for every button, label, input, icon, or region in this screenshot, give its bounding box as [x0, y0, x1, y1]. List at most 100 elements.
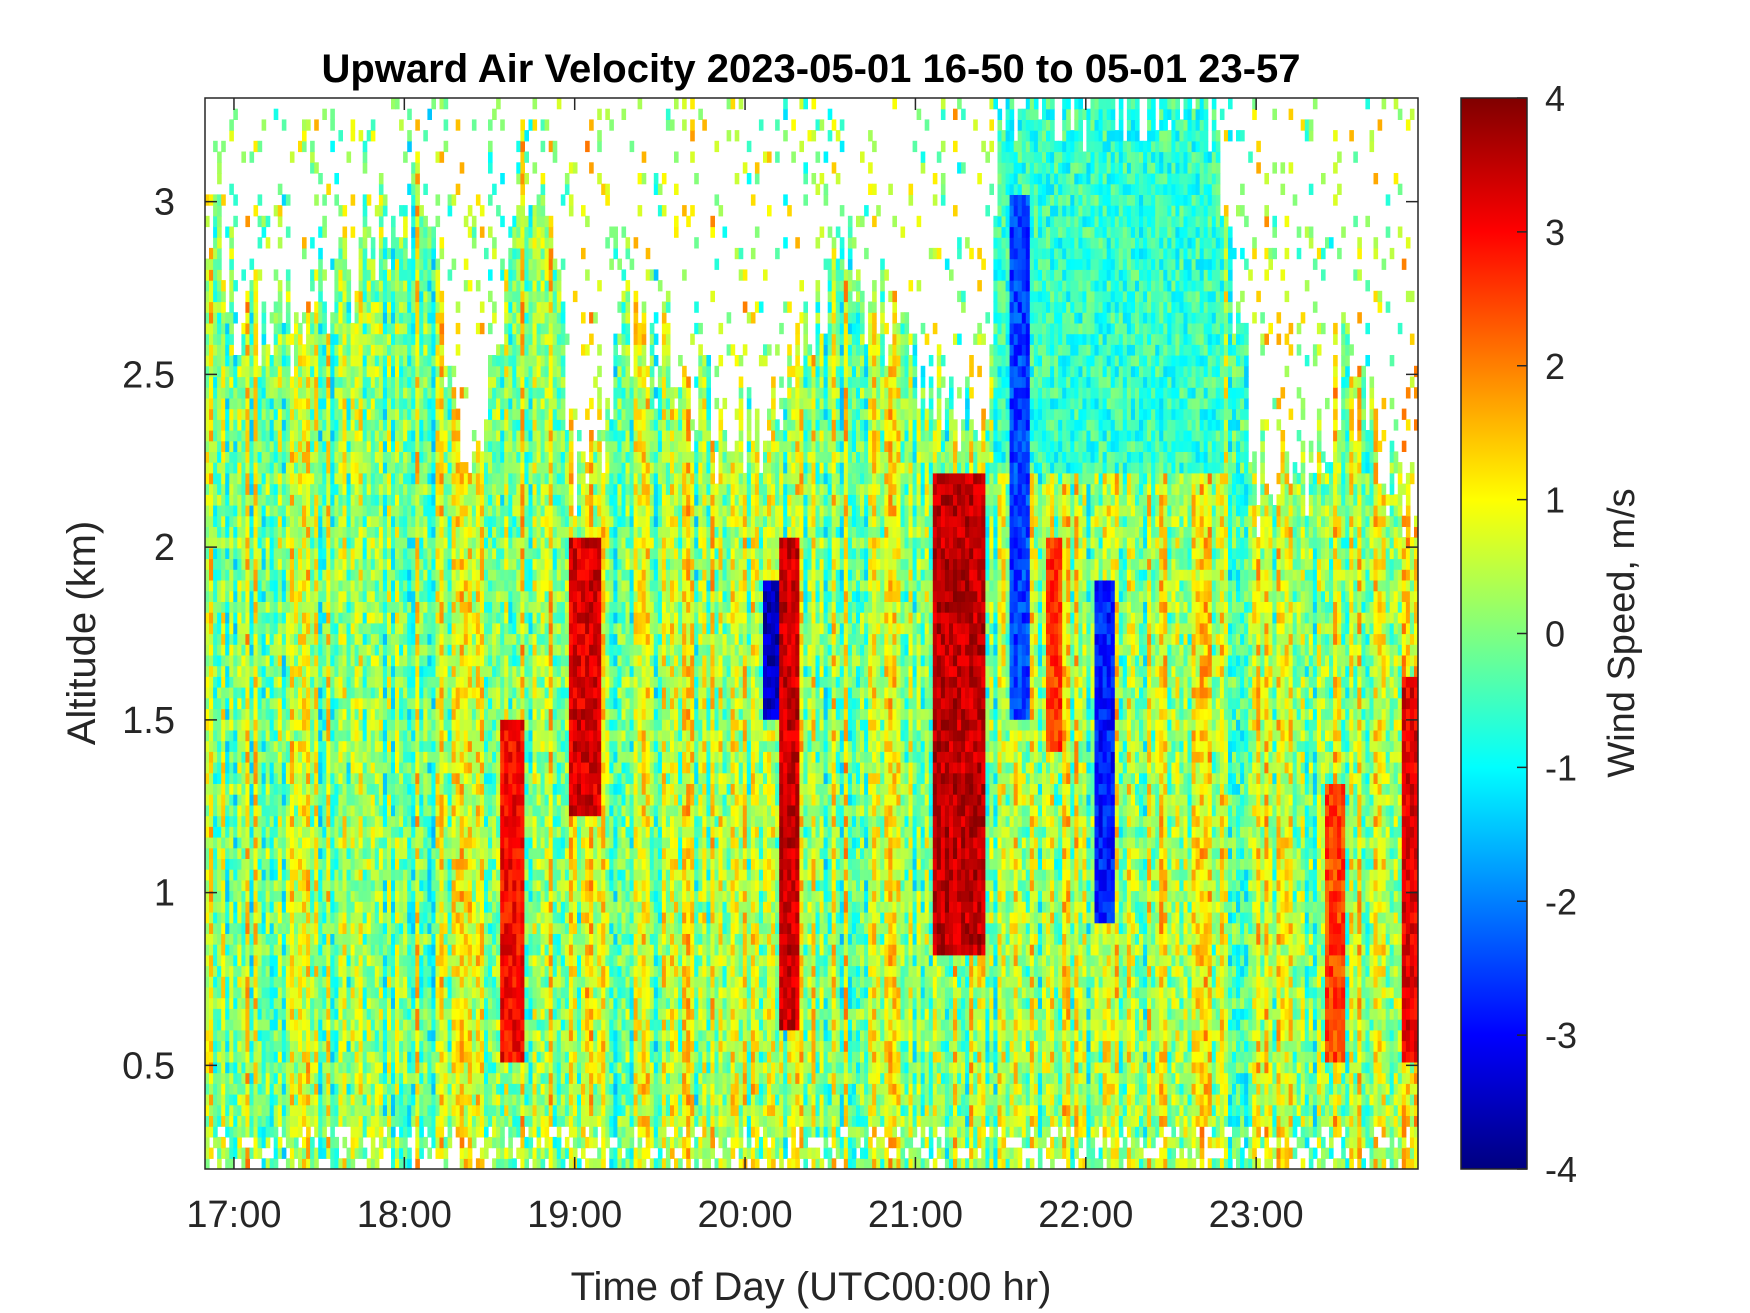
heatmap-cell — [209, 644, 214, 655]
heatmap-cell — [403, 666, 408, 677]
heatmap-cell — [411, 312, 416, 323]
heatmap-cell — [407, 462, 412, 473]
heatmap-cell — [403, 462, 408, 473]
heatmap-cell — [330, 387, 335, 398]
heatmap-cell — [431, 933, 436, 944]
heatmap-cell — [330, 880, 335, 891]
heatmap-cell — [266, 612, 271, 623]
heatmap-cell — [399, 869, 404, 880]
heatmap-cell — [262, 1094, 267, 1105]
heatmap-cell — [343, 805, 348, 816]
heatmap-cell — [258, 869, 263, 880]
heatmap-cell — [343, 676, 348, 687]
heatmap-cell — [250, 816, 255, 827]
heatmap-cell — [391, 237, 396, 248]
heatmap-cell — [282, 751, 287, 762]
heatmap-cell — [436, 869, 441, 880]
heatmap-cell — [262, 816, 267, 827]
heatmap-cell — [423, 623, 428, 634]
heatmap-cell — [431, 1073, 436, 1084]
heatmap-cell — [326, 762, 331, 773]
heatmap-cell — [411, 933, 416, 944]
heatmap-cell — [306, 719, 311, 730]
heatmap-cell — [213, 302, 218, 313]
heatmap-cell — [306, 505, 311, 516]
heatmap-cell — [217, 387, 222, 398]
heatmap-cell — [395, 1008, 400, 1019]
heatmap-cell — [379, 227, 384, 238]
heatmap-cell — [395, 848, 400, 859]
heatmap-cell — [351, 741, 356, 752]
heatmap-cell — [233, 666, 238, 677]
heatmap-cell — [375, 987, 380, 998]
heatmap-cell — [403, 494, 408, 505]
heatmap-cell — [387, 858, 392, 869]
heatmap-cell — [334, 891, 339, 902]
heatmap-cell — [217, 933, 222, 944]
heatmap-cell — [395, 751, 400, 762]
heatmap-cell — [266, 730, 271, 741]
heatmap-cell — [290, 451, 295, 462]
heatmap-cell — [282, 1041, 287, 1052]
heatmap-cell — [347, 751, 352, 762]
heatmap-cell — [318, 537, 323, 548]
heatmap-cell — [278, 451, 283, 462]
heatmap-cell — [241, 1158, 246, 1169]
heatmap-cell — [383, 526, 388, 537]
heatmap-cell — [318, 848, 323, 859]
heatmap-cell — [294, 848, 299, 859]
heatmap-cell — [229, 1041, 234, 1052]
heatmap-cell — [286, 966, 291, 977]
heatmap-cell — [314, 559, 319, 570]
heatmap-cell — [306, 1158, 311, 1169]
heatmap-cell — [351, 987, 356, 998]
heatmap-cell — [403, 355, 408, 366]
heatmap-cell — [383, 269, 388, 280]
heatmap-cell — [407, 398, 412, 409]
heatmap-cell — [213, 1041, 218, 1052]
heatmap-cell — [306, 698, 311, 709]
heatmap-cell — [351, 805, 356, 816]
heatmap-cell — [379, 1126, 384, 1137]
heatmap-cell — [245, 955, 250, 966]
heatmap-cell — [209, 280, 214, 291]
heatmap-cell — [258, 441, 263, 452]
heatmap-cell — [338, 237, 343, 248]
heatmap-cell — [363, 644, 368, 655]
heatmap-cell — [415, 516, 420, 527]
heatmap-cell — [233, 591, 238, 602]
heatmap-cell — [427, 580, 432, 591]
heatmap-cell — [326, 516, 331, 527]
heatmap-cell — [391, 698, 396, 709]
heatmap-cell — [209, 816, 214, 827]
heatmap-cell — [399, 355, 404, 366]
heatmap-cell — [334, 623, 339, 634]
heatmap-cell — [403, 569, 408, 580]
heatmap-cell — [411, 891, 416, 902]
heatmap-cell — [343, 655, 348, 666]
heatmap-cell — [245, 462, 250, 473]
heatmap-cell — [302, 130, 307, 141]
heatmap-cell — [245, 783, 250, 794]
heatmap-cell — [367, 323, 372, 334]
heatmap-cell — [274, 901, 279, 912]
heatmap-cell — [282, 623, 287, 634]
heatmap-cell — [282, 559, 287, 570]
heatmap-cell — [391, 773, 396, 784]
heatmap-cell — [314, 1051, 319, 1062]
heatmap-cell — [306, 526, 311, 537]
heatmap-cell — [436, 912, 441, 923]
heatmap-cell — [213, 730, 218, 741]
heatmap-cell — [383, 601, 388, 612]
heatmap-cell — [278, 1008, 283, 1019]
heatmap-cell — [213, 676, 218, 687]
heatmap-cell — [294, 880, 299, 891]
heatmap-cell — [379, 762, 384, 773]
heatmap-cell — [274, 537, 279, 548]
heatmap-cell — [330, 623, 335, 634]
heatmap-cell — [290, 709, 295, 720]
heatmap-cell — [411, 334, 416, 345]
heatmap-cell — [391, 709, 396, 720]
heatmap-cell — [383, 869, 388, 880]
heatmap-cell — [391, 419, 396, 430]
